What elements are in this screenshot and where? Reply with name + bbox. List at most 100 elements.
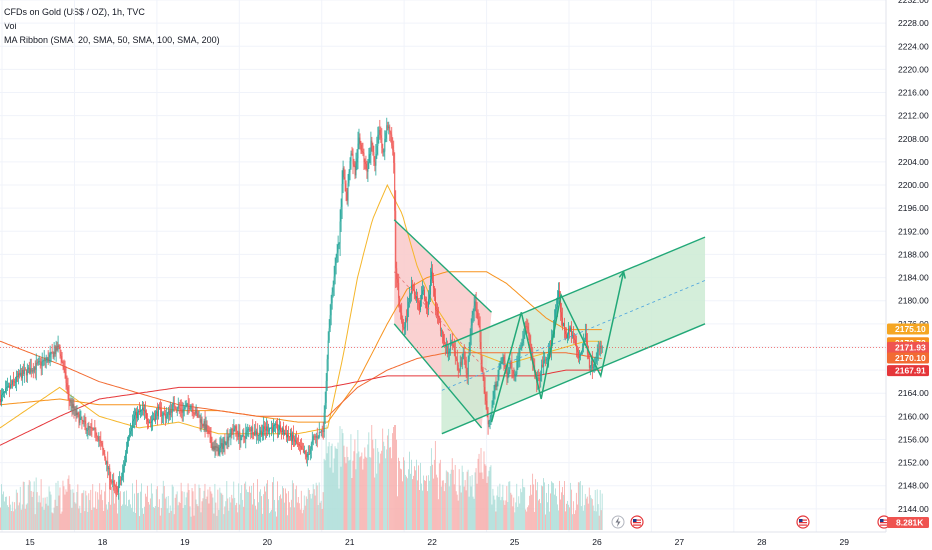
volume-bar — [331, 443, 333, 530]
candle-body — [116, 486, 118, 489]
candle-body — [308, 453, 310, 455]
time-axis-tick-label: 29 — [840, 537, 850, 547]
time-axis-tick-label: 26 — [592, 537, 602, 547]
candle-body — [576, 349, 578, 352]
candle-body — [2, 393, 3, 395]
candle-body — [67, 386, 69, 392]
volume-bar — [267, 480, 268, 530]
volume-bar — [425, 475, 427, 530]
candle-body — [326, 359, 328, 382]
volume-bar — [421, 483, 422, 530]
volume-bar — [473, 498, 475, 530]
volume-bar — [416, 459, 417, 530]
candle-body — [78, 414, 80, 423]
volume-bar — [357, 430, 359, 530]
candle-body — [596, 351, 598, 359]
us-flag-canton — [880, 519, 884, 522]
volume-bar — [141, 483, 142, 530]
volume-bar — [520, 488, 522, 530]
candle-body — [503, 356, 505, 361]
candle-body — [292, 434, 294, 439]
price-axis-tick-label: 2144.00 — [898, 504, 929, 514]
dividend-lightning-icon — [611, 515, 625, 529]
volume-bar — [511, 494, 513, 530]
volume-bar — [508, 481, 510, 530]
volume-bar — [14, 509, 16, 530]
volume-bar — [551, 481, 552, 530]
volume-bar — [457, 500, 459, 530]
volume-bar — [126, 490, 127, 530]
volume-bar — [257, 479, 258, 530]
volume-bar — [566, 503, 567, 530]
candle-body — [134, 415, 136, 420]
candle-body — [390, 132, 392, 135]
volume-bar — [557, 504, 558, 530]
candle-body — [122, 472, 124, 477]
candle-body — [402, 321, 404, 328]
volume-bar — [78, 508, 80, 530]
time-axis[interactable]: 15 18 19 20 21 22 25 26 27 28 29 — [0, 531, 886, 550]
volume-bar — [80, 512, 82, 530]
volume-bar — [139, 516, 140, 530]
candle-body — [304, 450, 306, 454]
candle-body — [392, 145, 394, 151]
price-tag-label: 2167.91 — [895, 366, 926, 376]
candle-body — [486, 400, 488, 411]
price-tag-label: 2175.10 — [895, 324, 926, 334]
volume-bar — [12, 511, 14, 530]
candle-body — [18, 373, 20, 376]
candle-body — [310, 443, 312, 450]
volume-bar — [16, 492, 18, 530]
candle-body — [136, 411, 137, 419]
volume-bar — [217, 489, 219, 530]
volume-bar — [552, 482, 553, 530]
candle-body — [165, 416, 167, 419]
candle-body — [522, 338, 524, 343]
volume-bar — [156, 486, 158, 530]
volume-bar — [234, 497, 236, 530]
candle-body — [221, 443, 223, 449]
volume-bar — [370, 457, 372, 530]
pattern-drawings[interactable] — [393, 219, 706, 435]
candle-body — [520, 347, 522, 350]
candle-body — [173, 402, 175, 407]
volume-bar — [538, 500, 540, 530]
ma-ribbon-indicator-label[interactable]: MA Ribbon (SMA, 20, SMA, 50, SMA, 100, S… — [4, 35, 220, 45]
candle-body — [7, 385, 9, 387]
candle-body — [527, 326, 529, 330]
volume-bar — [44, 497, 46, 530]
candle-body — [89, 427, 91, 428]
candle-body — [537, 377, 539, 383]
volume-bar — [158, 499, 160, 530]
event-markers[interactable] — [611, 515, 891, 529]
price-tag-label: 2170.10 — [895, 353, 926, 363]
candle-body — [495, 384, 497, 387]
volume-bar — [344, 457, 346, 530]
candle-body — [488, 420, 490, 425]
volume-bar — [29, 481, 31, 530]
candle-body — [31, 370, 33, 372]
candle-body — [278, 429, 279, 431]
volume-bar — [81, 493, 83, 530]
volume-bar — [221, 493, 223, 530]
candle-body — [406, 318, 408, 321]
candle-body — [562, 317, 563, 326]
volume-bar — [516, 483, 518, 530]
volume-bar — [341, 428, 343, 530]
volume-bar — [220, 492, 222, 530]
volume-bar — [301, 513, 303, 530]
price-axis[interactable]: 2144.00 2148.00 2152.00 2156.00 2160.00 2164.… — [885, 0, 932, 550]
volume-bar — [530, 484, 532, 530]
candle-body — [335, 257, 337, 266]
volume-bar — [253, 482, 255, 530]
volume-indicator-label[interactable]: Vol — [4, 21, 17, 31]
price-axis-tick-label: 2156.00 — [898, 434, 929, 444]
volume-bar — [597, 504, 599, 530]
candle-body — [99, 439, 101, 441]
candle-body — [414, 290, 416, 296]
volume-bar — [371, 425, 373, 530]
volume-bar — [422, 490, 423, 530]
volume-bar — [460, 492, 462, 530]
candle-body — [1, 394, 2, 403]
